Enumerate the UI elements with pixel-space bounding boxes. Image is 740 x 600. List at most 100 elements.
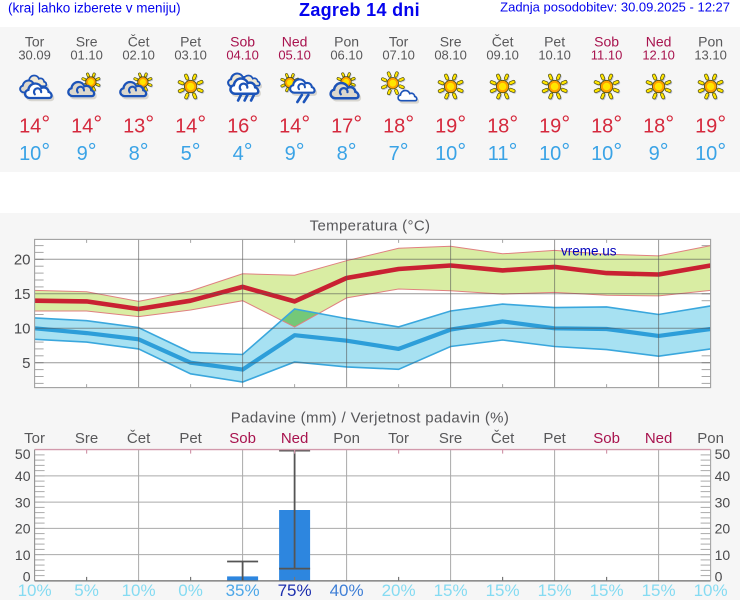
svg-text:11.10: 11.10 (591, 48, 623, 63)
svg-text:40%: 40% (330, 581, 364, 600)
svg-text:Tor: Tor (24, 430, 45, 447)
svg-text:20: 20 (15, 521, 31, 537)
svg-text:8°: 8° (129, 139, 149, 166)
svg-text:18°: 18° (383, 111, 414, 138)
svg-text:10°: 10° (695, 139, 726, 166)
svg-text:9°: 9° (649, 139, 669, 166)
svg-text:Zagreb 14 dni: Zagreb 14 dni (299, 0, 420, 20)
svg-text:Pet: Pet (180, 34, 201, 50)
svg-text:Tor: Tor (388, 430, 409, 447)
svg-text:Pet: Pet (179, 430, 202, 447)
svg-text:30.09: 30.09 (18, 48, 51, 63)
svg-text:04.10: 04.10 (226, 48, 259, 63)
svg-text:11°: 11° (488, 139, 518, 166)
svg-text:Ned: Ned (645, 430, 673, 447)
svg-text:40: 40 (715, 468, 731, 484)
svg-text:30: 30 (715, 494, 731, 510)
svg-text:19°: 19° (539, 111, 570, 138)
svg-text:Temperatura (°C): Temperatura (°C) (310, 218, 431, 235)
svg-text:Pon: Pon (697, 430, 724, 447)
svg-text:Sob: Sob (594, 34, 619, 50)
svg-text:5%: 5% (74, 581, 99, 600)
svg-text:Sob: Sob (593, 430, 620, 447)
svg-text:20%: 20% (382, 581, 416, 600)
svg-text:vreme.us: vreme.us (561, 244, 617, 259)
svg-text:Sob: Sob (229, 430, 256, 447)
svg-text:18°: 18° (487, 111, 518, 138)
svg-text:10%: 10% (694, 581, 728, 600)
svg-text:Pet: Pet (543, 430, 566, 447)
svg-text:9°: 9° (285, 139, 305, 166)
svg-text:75%: 75% (278, 581, 312, 600)
svg-text:13.10: 13.10 (694, 48, 727, 63)
svg-text:17°: 17° (331, 111, 362, 138)
svg-text:0: 0 (23, 568, 31, 584)
svg-text:Čet: Čet (492, 34, 514, 50)
svg-text:0%: 0% (178, 581, 203, 600)
svg-text:Sre: Sre (76, 34, 98, 50)
svg-text:14°: 14° (71, 111, 102, 138)
svg-text:(kraj lahko izberete v meniju): (kraj lahko izberete v meniju) (8, 1, 181, 16)
svg-text:Sre: Sre (75, 430, 98, 447)
svg-text:13°: 13° (123, 111, 154, 138)
svg-text:10°: 10° (539, 139, 570, 166)
svg-text:12.10: 12.10 (642, 48, 675, 63)
svg-text:20: 20 (715, 521, 731, 537)
svg-text:Zadnja posodobitev: 30.09.2025: Zadnja posodobitev: 30.09.2025 - 12:27 (500, 0, 730, 15)
svg-text:Padavine (mm) / Verjetnost pad: Padavine (mm) / Verjetnost padavin (%) (231, 410, 509, 427)
svg-text:10°: 10° (19, 139, 50, 166)
svg-text:Tor: Tor (25, 34, 45, 50)
svg-text:14°: 14° (175, 111, 206, 138)
svg-text:15%: 15% (642, 581, 676, 600)
svg-text:Pet: Pet (544, 34, 565, 50)
svg-text:0: 0 (715, 568, 723, 584)
svg-text:5: 5 (22, 355, 30, 372)
svg-text:20: 20 (14, 252, 31, 269)
svg-text:Čet: Čet (127, 430, 151, 447)
svg-text:Sre: Sre (440, 34, 462, 50)
svg-text:19°: 19° (435, 111, 466, 138)
svg-text:14°: 14° (279, 111, 310, 138)
svg-text:14°: 14° (19, 111, 50, 138)
svg-text:Ned: Ned (281, 430, 309, 447)
svg-text:01.10: 01.10 (70, 48, 103, 63)
svg-text:Tor: Tor (389, 34, 409, 50)
svg-text:15%: 15% (486, 581, 520, 600)
svg-text:7°: 7° (389, 139, 409, 166)
svg-text:15%: 15% (538, 581, 572, 600)
svg-text:8°: 8° (337, 139, 357, 166)
svg-text:Čet: Čet (491, 430, 515, 447)
svg-text:50: 50 (15, 446, 31, 462)
svg-text:5°: 5° (181, 139, 201, 166)
svg-text:07.10: 07.10 (382, 48, 415, 63)
svg-text:Pon: Pon (333, 430, 360, 447)
svg-text:02.10: 02.10 (122, 48, 155, 63)
svg-text:10°: 10° (435, 139, 466, 166)
svg-text:Pon: Pon (334, 34, 359, 50)
svg-text:05.10: 05.10 (278, 48, 311, 63)
svg-text:4°: 4° (233, 139, 253, 166)
svg-text:40: 40 (15, 468, 31, 484)
svg-text:Pon: Pon (698, 34, 723, 50)
svg-text:50: 50 (715, 446, 731, 462)
svg-text:10°: 10° (591, 139, 622, 166)
svg-text:Sre: Sre (439, 430, 462, 447)
svg-text:15%: 15% (590, 581, 624, 600)
svg-text:10%: 10% (18, 581, 52, 600)
svg-text:Ned: Ned (646, 34, 672, 50)
svg-text:Čet: Čet (128, 34, 150, 50)
svg-text:10: 10 (14, 321, 31, 338)
svg-text:Sob: Sob (230, 34, 255, 50)
svg-text:15: 15 (14, 286, 31, 303)
svg-text:10%: 10% (122, 581, 156, 600)
svg-text:35%: 35% (226, 581, 260, 600)
svg-text:9°: 9° (77, 139, 97, 166)
svg-text:10: 10 (15, 547, 31, 563)
svg-text:18°: 18° (643, 111, 674, 138)
svg-text:16°: 16° (227, 111, 258, 138)
svg-text:19°: 19° (695, 111, 726, 138)
svg-text:15%: 15% (434, 581, 468, 600)
svg-text:30: 30 (15, 494, 31, 510)
svg-text:10.10: 10.10 (538, 48, 571, 63)
svg-text:10: 10 (715, 547, 731, 563)
